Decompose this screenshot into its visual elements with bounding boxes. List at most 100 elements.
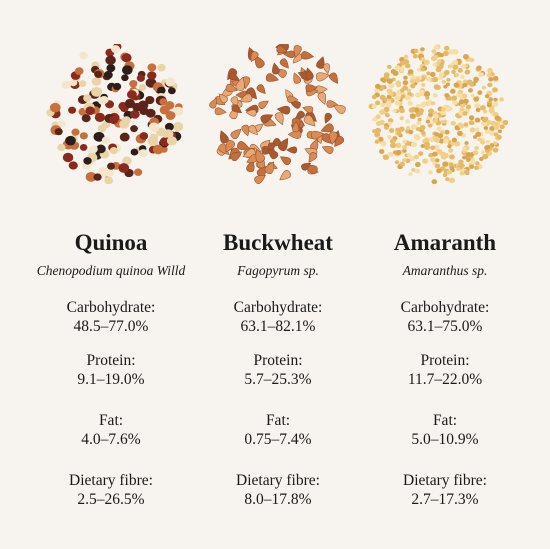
- seed-mark: [487, 82, 493, 88]
- seed-mark: [444, 129, 450, 135]
- carbohydrate-entry: Carbohydrate: 48.5–77.0%: [26, 298, 196, 351]
- seed-mark: [407, 69, 414, 75]
- nutrient-value: 8.0–17.8%: [244, 491, 312, 508]
- nutrient-value: 63.1–82.1%: [240, 318, 316, 335]
- seed-mark: [245, 109, 257, 117]
- seed-mark: [230, 128, 242, 140]
- seed-mark: [430, 157, 435, 162]
- seed-mark: [450, 120, 457, 126]
- seed-mark: [426, 71, 431, 76]
- seed-mark: [463, 53, 469, 60]
- seed-mark: [464, 69, 471, 75]
- seed-mark: [164, 122, 174, 131]
- nutrient-label: Protein:: [420, 352, 470, 369]
- seed-mark: [74, 67, 84, 76]
- seed-mark: [379, 149, 385, 154]
- seed-mark: [167, 87, 176, 95]
- seed-mark: [401, 144, 408, 150]
- seed-mark: [139, 132, 149, 140]
- seed-mark: [396, 82, 402, 88]
- seed-mark: [79, 132, 88, 140]
- seed-mark: [121, 74, 129, 82]
- seed-mark: [405, 126, 411, 131]
- seed-mark: [399, 60, 405, 66]
- seed-mark: [479, 156, 484, 162]
- seed-mark: [129, 80, 138, 88]
- quinoa-seeds-illustration: [46, 44, 183, 184]
- seed-mark: [254, 55, 265, 69]
- seed-mark: [496, 134, 502, 140]
- seed-mark: [433, 44, 440, 50]
- seed-mark: [68, 106, 77, 114]
- buckwheat-groats-illustration: [209, 44, 346, 184]
- seed-mark: [379, 85, 385, 90]
- seed-mark: [468, 115, 475, 121]
- seed-mark: [209, 98, 217, 109]
- seed-mark: [446, 77, 451, 82]
- seed-mark: [408, 107, 415, 113]
- seed-mark: [402, 80, 409, 86]
- nutrient-value: 11.7–22.0%: [407, 371, 483, 388]
- seed-mark: [444, 93, 450, 98]
- seed-mark: [101, 136, 111, 144]
- seed-mark: [462, 111, 468, 116]
- seed-mark: [476, 65, 482, 71]
- seed-mark: [276, 45, 288, 54]
- seed-mark: [427, 123, 433, 128]
- seed-mark: [493, 97, 498, 102]
- seed-mark: [398, 126, 405, 132]
- seed-mark: [454, 141, 461, 147]
- seed-mark: [446, 169, 453, 175]
- seed-mark: [83, 157, 92, 165]
- seed-mark: [405, 119, 410, 124]
- seed-mark: [414, 77, 421, 83]
- nutrient-label: Fat:: [265, 412, 291, 429]
- seed-mark: [57, 143, 66, 152]
- seed-mark: [286, 146, 298, 154]
- seed-mark: [83, 94, 92, 102]
- seed-mark: [91, 86, 103, 97]
- quinoa-column: Quinoa Chenopodium quinoa Willd Carbohyd…: [26, 228, 196, 513]
- seed-mark: [482, 153, 489, 160]
- seed-mark: [473, 76, 479, 82]
- seed-mark: [118, 163, 130, 173]
- seed-mark: [239, 93, 253, 103]
- seed-mark: [106, 64, 116, 73]
- seed-mark: [430, 145, 436, 151]
- seed-mark: [230, 96, 239, 108]
- seed-mark: [423, 137, 430, 143]
- seed-mark: [279, 170, 292, 181]
- seed-mark: [436, 168, 442, 174]
- seed-mark: [406, 152, 412, 157]
- seed-mark: [467, 88, 474, 93]
- seed-mark: [93, 131, 105, 142]
- seed-mark: [488, 130, 494, 136]
- seed-mark: [462, 155, 467, 160]
- seed-mark: [492, 75, 499, 81]
- seed-mark: [465, 104, 471, 110]
- seed-mark: [413, 48, 419, 53]
- seed-mark: [457, 130, 463, 136]
- seed-mark: [494, 115, 501, 121]
- seed-mark: [444, 69, 450, 75]
- seed-mark: [148, 122, 160, 133]
- seed-mark: [282, 50, 295, 59]
- seed-mark: [431, 179, 438, 184]
- seed-mark: [265, 73, 279, 82]
- seed-mark: [447, 144, 452, 149]
- seed-mark: [462, 82, 468, 88]
- seed-mark: [387, 135, 392, 140]
- seed-mark: [422, 158, 429, 164]
- seed-mark: [172, 122, 183, 132]
- seed-mark: [479, 105, 486, 111]
- seed-mark: [492, 87, 498, 93]
- seed-mark: [410, 141, 417, 148]
- seed-mark: [264, 161, 275, 174]
- seed-mark: [474, 165, 479, 171]
- seed-mark: [403, 54, 409, 59]
- seed-mark: [482, 109, 488, 114]
- nutrient-label: Carbohydrate:: [233, 299, 323, 316]
- seed-mark: [113, 82, 122, 91]
- seed-mark: [425, 96, 430, 100]
- seed-mark: [372, 129, 377, 134]
